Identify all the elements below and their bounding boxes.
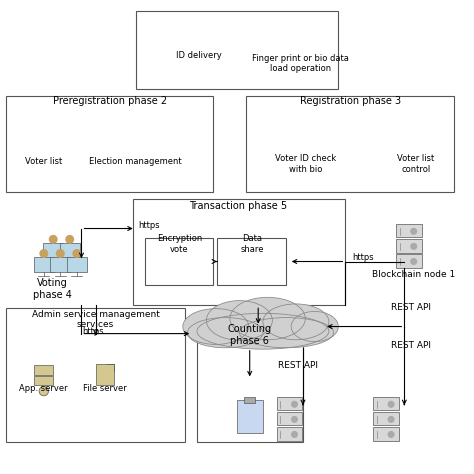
- Circle shape: [388, 401, 394, 407]
- Circle shape: [40, 250, 47, 257]
- Ellipse shape: [183, 309, 249, 345]
- Text: REST API: REST API: [278, 361, 318, 370]
- Text: Voter list
control: Voter list control: [397, 154, 435, 173]
- FancyBboxPatch shape: [246, 96, 454, 192]
- Text: Encryption
vote: Encryption vote: [157, 234, 202, 254]
- FancyBboxPatch shape: [96, 364, 114, 385]
- Text: https: https: [82, 327, 104, 336]
- FancyBboxPatch shape: [244, 397, 255, 403]
- Circle shape: [388, 432, 394, 438]
- FancyBboxPatch shape: [67, 257, 87, 273]
- Circle shape: [388, 417, 394, 422]
- Text: REST API: REST API: [392, 303, 431, 312]
- Text: Voter list: Voter list: [25, 157, 63, 166]
- Circle shape: [66, 236, 73, 243]
- Circle shape: [292, 417, 297, 422]
- FancyBboxPatch shape: [277, 428, 302, 440]
- Text: Registration phase 3: Registration phase 3: [300, 96, 401, 106]
- Text: File server: File server: [83, 384, 127, 393]
- FancyBboxPatch shape: [35, 365, 53, 374]
- Ellipse shape: [230, 297, 305, 340]
- FancyBboxPatch shape: [373, 428, 399, 440]
- Circle shape: [411, 244, 417, 249]
- Text: https: https: [138, 221, 160, 230]
- FancyBboxPatch shape: [217, 238, 285, 285]
- Circle shape: [292, 432, 297, 438]
- Circle shape: [411, 228, 417, 234]
- FancyBboxPatch shape: [43, 243, 63, 258]
- Text: Election management: Election management: [90, 157, 182, 166]
- Circle shape: [411, 259, 417, 264]
- Text: Data
share: Data share: [241, 234, 264, 254]
- FancyBboxPatch shape: [277, 397, 302, 410]
- Ellipse shape: [291, 311, 338, 342]
- Text: ID delivery: ID delivery: [176, 51, 222, 60]
- Text: Counting
phase 6: Counting phase 6: [228, 324, 272, 346]
- Ellipse shape: [239, 318, 334, 348]
- Circle shape: [39, 386, 48, 396]
- FancyBboxPatch shape: [373, 412, 399, 426]
- FancyBboxPatch shape: [136, 11, 338, 89]
- FancyBboxPatch shape: [35, 376, 53, 385]
- Text: Preregistration phase 2: Preregistration phase 2: [53, 96, 167, 106]
- Ellipse shape: [206, 301, 273, 340]
- FancyBboxPatch shape: [197, 317, 303, 442]
- FancyBboxPatch shape: [396, 239, 422, 253]
- FancyBboxPatch shape: [237, 400, 263, 433]
- Circle shape: [73, 250, 81, 257]
- FancyBboxPatch shape: [396, 255, 422, 268]
- Ellipse shape: [263, 304, 329, 340]
- Text: REST API: REST API: [392, 341, 431, 350]
- Ellipse shape: [197, 313, 329, 349]
- Text: App. server: App. server: [19, 384, 68, 393]
- Text: https: https: [353, 253, 374, 262]
- FancyBboxPatch shape: [145, 238, 213, 285]
- Text: Transaction phase 5: Transaction phase 5: [189, 201, 287, 211]
- Circle shape: [49, 236, 57, 243]
- FancyBboxPatch shape: [6, 96, 213, 192]
- Circle shape: [292, 401, 297, 407]
- Text: Blockchain node 1: Blockchain node 1: [372, 270, 456, 279]
- FancyBboxPatch shape: [34, 257, 54, 273]
- Ellipse shape: [188, 318, 263, 348]
- FancyBboxPatch shape: [50, 257, 70, 273]
- FancyBboxPatch shape: [277, 412, 302, 426]
- Text: Voter ID check
with bio: Voter ID check with bio: [275, 154, 336, 173]
- Text: Voting
phase 4: Voting phase 4: [33, 278, 72, 300]
- FancyBboxPatch shape: [133, 199, 346, 305]
- FancyBboxPatch shape: [6, 308, 185, 442]
- FancyBboxPatch shape: [396, 224, 422, 237]
- Circle shape: [56, 250, 64, 257]
- Text: Admin service management
services: Admin service management services: [32, 310, 160, 329]
- FancyBboxPatch shape: [373, 397, 399, 410]
- FancyBboxPatch shape: [60, 243, 80, 258]
- Text: Finger print or bio data
load operation: Finger print or bio data load operation: [252, 54, 349, 73]
